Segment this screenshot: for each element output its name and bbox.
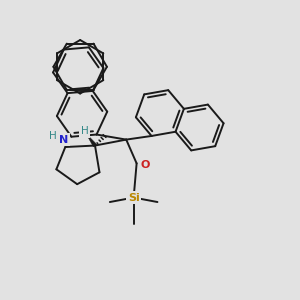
Text: H: H [49, 131, 57, 141]
Text: Si: Si [128, 193, 140, 202]
Text: O: O [140, 160, 150, 170]
Text: H: H [81, 126, 88, 136]
Text: N: N [59, 135, 68, 145]
Polygon shape [86, 134, 97, 147]
